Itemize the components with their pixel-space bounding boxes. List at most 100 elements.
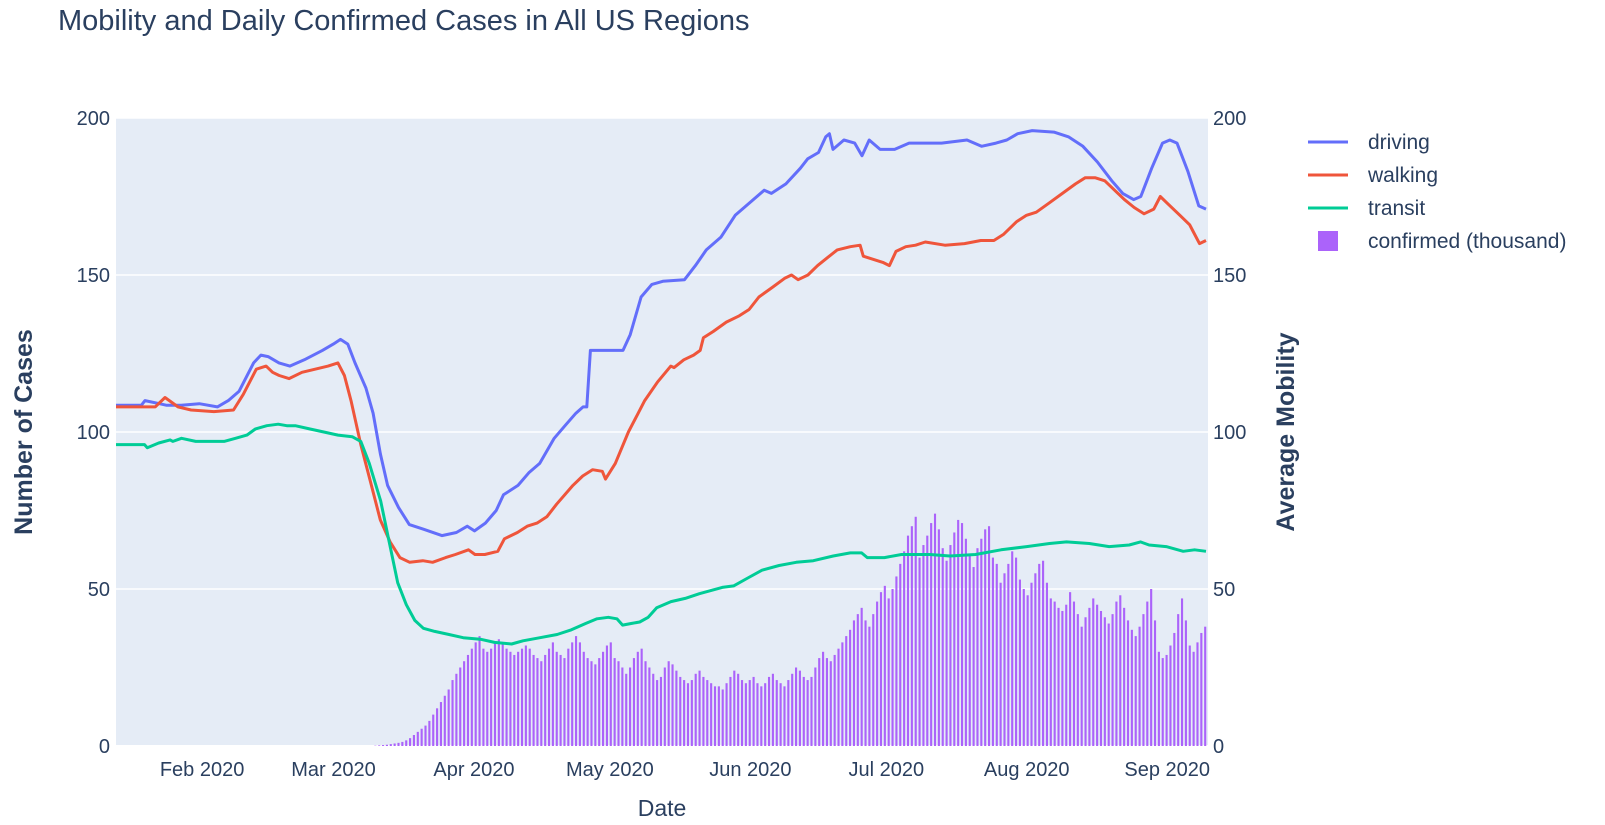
bar-confirmed [617, 661, 620, 746]
bar-confirmed [1007, 563, 1010, 746]
left-y-tick-label: 150 [77, 265, 110, 287]
bar-confirmed [1103, 617, 1106, 746]
bar-confirmed [922, 545, 925, 746]
bar-confirmed [764, 683, 767, 746]
bar-confirmed [663, 667, 666, 746]
bar-confirmed [1057, 607, 1060, 746]
legend-item-driving[interactable]: driving [1308, 131, 1430, 154]
bar-confirmed [385, 744, 388, 746]
bar-confirmed [791, 673, 794, 746]
bar-confirmed [686, 683, 690, 746]
bar-confirmed [876, 601, 879, 746]
bar-confirmed [602, 651, 605, 746]
bar-confirmed [412, 735, 415, 746]
line-walking [116, 176, 1207, 564]
bar-confirmed [459, 667, 462, 746]
bar-confirmed [1192, 651, 1195, 746]
bar-confirmed [547, 648, 551, 746]
bar-confirmed [1038, 563, 1041, 746]
left-y-tick-label: 100 [77, 422, 110, 444]
bar-confirmed [964, 538, 967, 746]
bar-confirmed [1200, 632, 1203, 746]
bar-confirmed [1204, 626, 1207, 746]
bar-confirmed [625, 673, 628, 746]
bar-confirmed [841, 642, 844, 746]
bar-confirmed [818, 658, 821, 746]
left-y-axis: 0 50 100 150 200 [77, 108, 110, 758]
bar-confirmed [1065, 604, 1068, 746]
bar-confirmed [1042, 560, 1045, 746]
bar-confirmed [424, 725, 427, 746]
bar-confirmed [702, 676, 705, 746]
bar-confirmed [767, 676, 771, 746]
bar-confirmed [748, 680, 751, 746]
bar-confirmed [463, 661, 466, 746]
bar-confirmed [486, 651, 489, 746]
bar-confirmed [567, 648, 570, 746]
right-y-tick-label: 0 [1213, 736, 1224, 758]
bar-confirmed [775, 680, 778, 746]
bar-confirmed [980, 538, 983, 746]
bar-confirmed [1123, 607, 1126, 746]
bar-confirmed [378, 745, 381, 746]
bar-confirmed [644, 661, 647, 746]
bar-confirmed [563, 658, 566, 746]
bar-confirmed [721, 689, 724, 746]
bar-confirmed [1153, 620, 1157, 746]
legend[interactable]: driving walking transit confirmed (thousand… [1308, 131, 1566, 253]
bar-confirmed [551, 642, 554, 746]
right-y-tick-label: 50 [1213, 579, 1235, 601]
bar-confirmed [571, 642, 574, 746]
bar-confirmed [744, 683, 747, 746]
bar-confirmed [517, 651, 520, 746]
bar-confirmed [598, 658, 601, 746]
legend-label: transit [1368, 197, 1425, 220]
bar-confirmed [872, 614, 875, 746]
x-tick-label: Feb 2020 [160, 759, 245, 781]
legend-item-confirmed[interactable]: confirmed (thousand) [1318, 230, 1566, 253]
bar-confirmed [478, 636, 481, 746]
x-tick-label: Mar 2020 [291, 759, 376, 781]
bar-confirmed [1026, 595, 1029, 746]
legend-item-walking[interactable]: walking [1308, 164, 1438, 187]
legend-swatch [1318, 231, 1338, 251]
bar-confirmed [632, 658, 636, 746]
bar-confirmed [1161, 658, 1164, 746]
bar-confirmed [1045, 582, 1049, 746]
bar-confirmed [1034, 573, 1037, 746]
bar-confirmed [1173, 632, 1176, 746]
bar-confirmed [439, 702, 443, 746]
bar-confirmed [474, 642, 477, 746]
bar-confirmed [794, 667, 798, 746]
x-tick-label: Aug 2020 [984, 759, 1070, 781]
bar-confirmed [1188, 645, 1191, 746]
bar-confirmed [401, 741, 404, 746]
bar-confirmed [447, 689, 450, 746]
bar-confirmed [497, 639, 500, 746]
legend-item-transit[interactable]: transit [1308, 197, 1425, 220]
bar-confirmed [659, 676, 663, 746]
bar-confirmed [466, 654, 470, 746]
bar-confirmed [752, 676, 755, 746]
bar-confirmed [995, 563, 998, 746]
bar-confirmed [710, 683, 713, 746]
legend-label: walking [1367, 164, 1438, 187]
legend-label: confirmed (thousand) [1368, 230, 1566, 253]
bar-confirmed [509, 651, 512, 746]
bar-confirmed [559, 654, 562, 746]
bar-confirmed [849, 629, 852, 746]
bar-confirmed [671, 664, 674, 746]
bar-confirmed [852, 620, 856, 746]
left-y-tick-label: 0 [99, 736, 110, 758]
legend-label: driving [1368, 131, 1430, 154]
bar-confirmed [605, 645, 608, 746]
bar-confirmed [574, 636, 578, 746]
bar-confirmed [397, 742, 400, 746]
bar-confirmed [555, 651, 558, 746]
bar-confirmed [957, 519, 960, 746]
bar-confirmed [740, 680, 744, 746]
bar-confirmed [409, 738, 412, 746]
x-axis: Feb 2020 Mar 2020 Apr 2020 May 2020 Jun 2020… [160, 759, 1210, 781]
bar-confirmed [1150, 589, 1153, 746]
bar-confirmed [1165, 654, 1168, 746]
